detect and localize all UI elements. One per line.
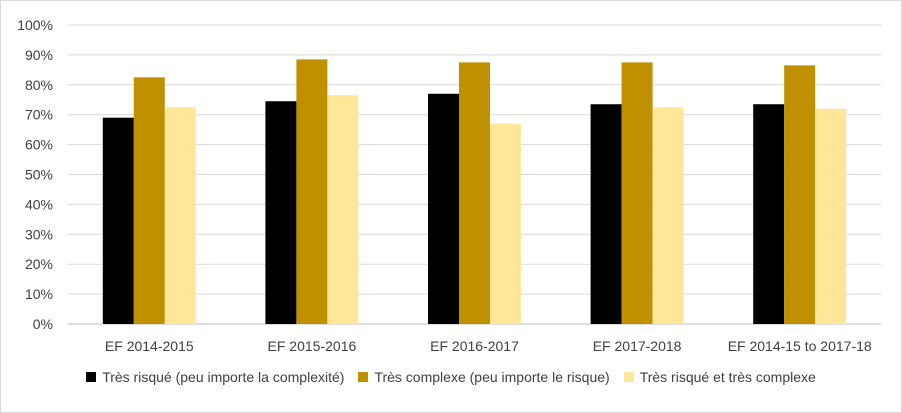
bar (265, 101, 297, 325)
legend-swatch (86, 372, 97, 382)
bar (459, 62, 490, 324)
legend-label: Très risqué et très complexe (639, 369, 816, 385)
y-tick-label: 40% (25, 196, 53, 212)
y-tick-label: 30% (25, 226, 53, 242)
y-tick-label: 90% (25, 47, 53, 63)
legend-item: Très complexe (peu importe le risque) (358, 369, 610, 385)
legend-swatch (623, 372, 634, 382)
x-category-label: EF 2016-2017 (430, 338, 519, 354)
bar (784, 65, 816, 325)
legend: Très risqué (peu importe la complexité) T… (1, 369, 901, 385)
bar (133, 77, 165, 324)
x-category-label: EF 2014-2015 (105, 338, 194, 354)
y-axis-ticks: 0% 10% 20% 30% 40% 50% 60% 70% 80% 90% 100% (17, 17, 53, 332)
x-category-label: EF 2014-15 to 2017-18 (728, 338, 872, 354)
x-axis-categories: EF 2014-2015 EF 2015-2016 EF 2016-2017 EF 2… (105, 338, 872, 354)
y-tick-label: 80% (25, 77, 53, 93)
bar (296, 59, 328, 324)
bar (428, 93, 459, 325)
bars (102, 59, 847, 325)
x-category-label: EF 2015-2016 (268, 338, 357, 354)
bar (652, 107, 684, 324)
y-tick-label: 100% (17, 17, 53, 33)
bar (102, 117, 134, 324)
bar (590, 104, 622, 324)
y-tick-label: 0% (33, 316, 53, 332)
bar (164, 107, 196, 324)
x-category-label: EF 2017-2018 (593, 338, 682, 354)
bar (753, 104, 785, 324)
legend-item: Très risqué (peu importe la complexité) (86, 369, 344, 385)
y-tick-label: 10% (25, 286, 53, 302)
legend-label: Très complexe (peu importe le risque) (374, 369, 610, 385)
y-tick-label: 50% (25, 167, 53, 183)
y-tick-label: 60% (25, 137, 53, 153)
bar (621, 62, 653, 324)
legend-label: Très risqué (peu importe la complexité) (102, 369, 345, 385)
y-tick-label: 20% (25, 256, 53, 272)
y-tick-label: 70% (25, 107, 53, 123)
bar (490, 123, 521, 324)
legend-swatch (358, 372, 369, 382)
legend-item: Très risqué et très complexe (623, 369, 816, 385)
bar (327, 95, 359, 324)
bar (815, 108, 847, 324)
